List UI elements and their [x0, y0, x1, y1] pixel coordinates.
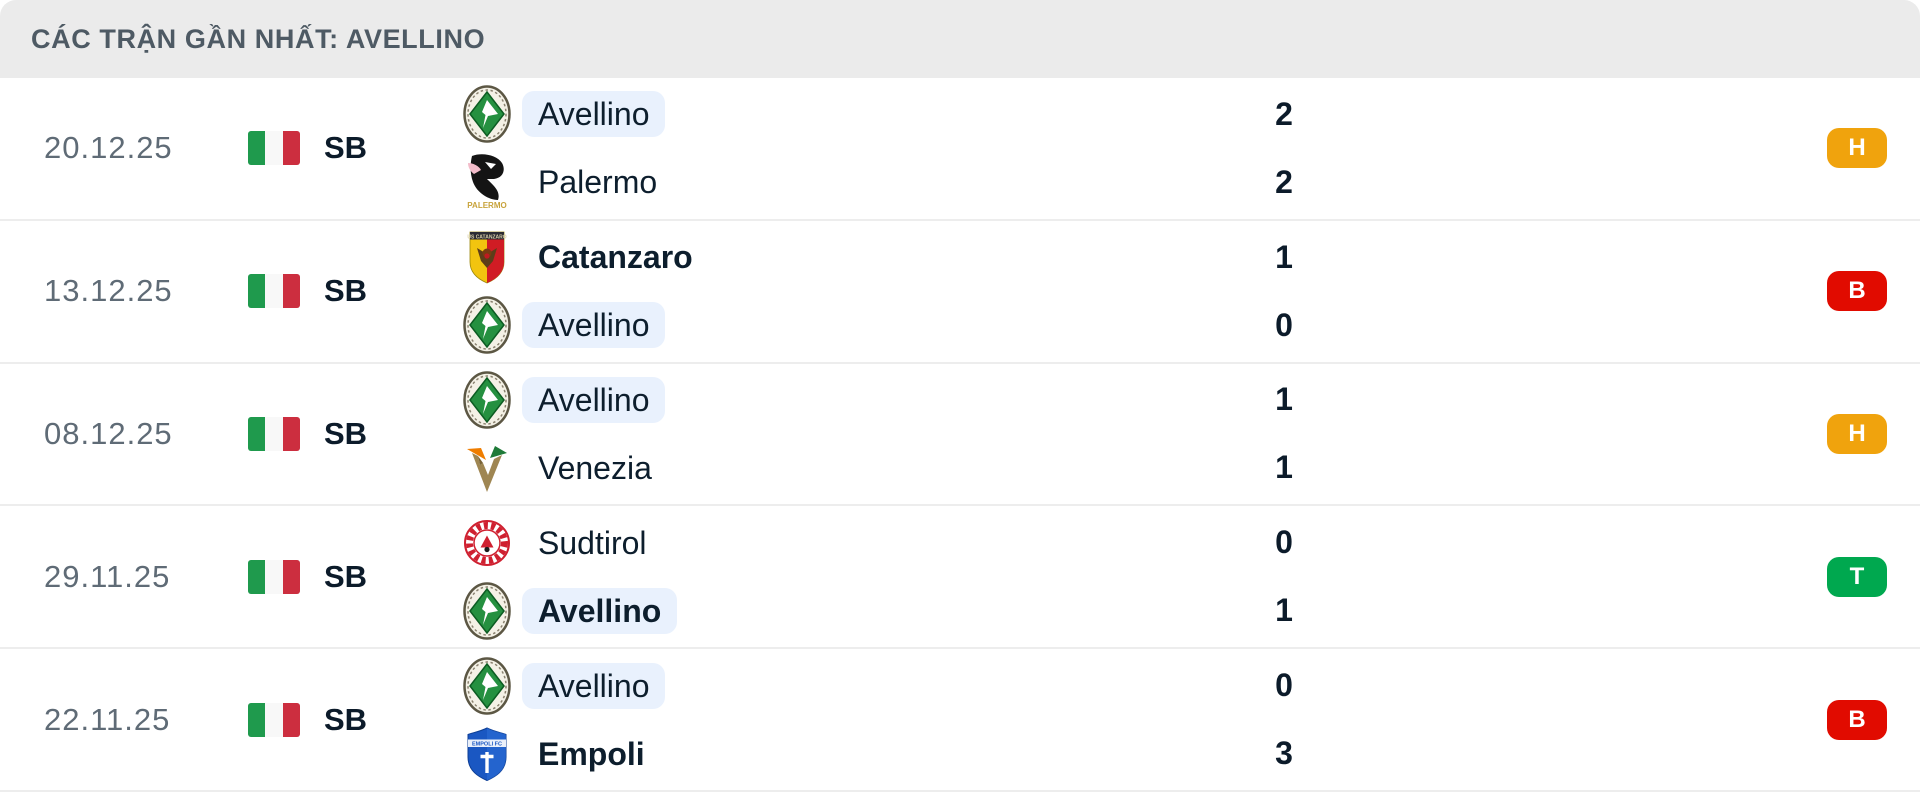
palermo-logo-icon: [462, 151, 512, 213]
league-cell: SB: [248, 559, 462, 595]
teams-cell: Catanzaro 1 Avellino 0: [462, 226, 1827, 356]
team-score: 2: [1275, 95, 1293, 132]
team-score: 1: [1275, 592, 1293, 629]
team-line-home: Avellino 0: [462, 655, 1827, 717]
match-date: 08.12.25: [44, 415, 173, 451]
team-line-away: Palermo 2: [462, 151, 1827, 213]
team-name: Avellino: [522, 376, 666, 423]
league-label: SB: [324, 415, 368, 451]
sudtirol-logo-icon: [462, 512, 512, 574]
widget-title: CÁC TRẬN GẦN NHẤT: AVELLINO: [31, 23, 486, 54]
avellino-logo-icon: [462, 83, 512, 145]
team-name: Catanzaro: [538, 239, 693, 276]
avellino-logo-icon: [462, 655, 512, 717]
team-score: 2: [1275, 163, 1293, 200]
team-name: Palermo: [538, 164, 658, 201]
avellino-logo-icon: [462, 580, 512, 642]
team-score: 1: [1275, 238, 1293, 275]
avellino-logo-icon: [462, 294, 512, 356]
team-score: 1: [1275, 449, 1293, 486]
result-badge-win[interactable]: T: [1827, 556, 1887, 597]
league-cell: SB: [248, 273, 462, 309]
match-date: 29.11.25: [44, 558, 171, 594]
league-cell: SB: [248, 130, 462, 166]
team-line-home: Catanzaro 1: [462, 226, 1827, 288]
italy-flag-icon: [248, 274, 300, 309]
italy-flag-icon: [248, 702, 300, 737]
venezia-logo-icon: [462, 437, 512, 499]
team-line-away: Venezia 1: [462, 437, 1827, 499]
league-label: SB: [324, 701, 368, 737]
team-score: 1: [1275, 381, 1293, 418]
team-line-away: Avellino 1: [462, 580, 1827, 642]
empoli-logo-icon: [462, 723, 512, 785]
teams-cell: Avellino 2 Palermo 2: [462, 83, 1827, 213]
match-date: 13.12.25: [44, 273, 173, 309]
team-name: Avellino: [522, 302, 666, 349]
match-row-4[interactable]: 29.11.25 SB Sudtirol 0 Avellino 1 T: [0, 506, 1920, 650]
team-name: Empoli: [538, 735, 645, 772]
avellino-logo-icon: [462, 369, 512, 431]
italy-flag-icon: [248, 559, 300, 594]
catanzaro-logo-icon: [462, 226, 512, 288]
league-label: SB: [324, 273, 368, 309]
team-score: 0: [1275, 306, 1293, 343]
team-name: Avellino: [522, 587, 678, 634]
league-cell: SB: [248, 416, 462, 452]
team-line-home: Avellino 2: [462, 83, 1827, 145]
result-badge-draw[interactable]: H: [1827, 413, 1887, 454]
result-badge-draw[interactable]: H: [1827, 128, 1887, 169]
teams-cell: Avellino 1 Venezia 1: [462, 369, 1827, 499]
team-score: 0: [1275, 524, 1293, 561]
team-name: Sudtirol: [538, 524, 647, 561]
result-badge-loss[interactable]: B: [1827, 271, 1887, 312]
league-cell: SB: [248, 702, 462, 738]
league-label: SB: [324, 130, 368, 166]
teams-cell: Avellino 0 Empoli 3: [462, 655, 1827, 785]
teams-cell: Sudtirol 0 Avellino 1: [462, 512, 1827, 642]
match-date: 20.12.25: [44, 130, 173, 166]
match-row-2[interactable]: 13.12.25 SB Catanzaro 1 Avellino 0 B: [0, 220, 1920, 364]
team-line-away: Avellino 0: [462, 294, 1827, 356]
team-name: Avellino: [522, 662, 666, 709]
team-line-away: Empoli 3: [462, 723, 1827, 785]
league-label: SB: [324, 558, 368, 594]
team-name: Venezia: [538, 449, 652, 486]
italy-flag-icon: [248, 131, 300, 166]
italy-flag-icon: [248, 416, 300, 451]
match-row-3[interactable]: 08.12.25 SB Avellino 1 Venezia 1 H: [0, 363, 1920, 507]
team-line-home: Avellino 1: [462, 369, 1827, 431]
widget-header: CÁC TRẬN GẦN NHẤT: AVELLINO: [0, 0, 1920, 78]
match-date: 22.11.25: [44, 701, 171, 737]
match-row-1[interactable]: 20.12.25 SB Avellino 2 Palermo 2 H: [0, 78, 1920, 221]
team-score: 3: [1275, 735, 1293, 772]
team-name: Avellino: [522, 91, 666, 138]
match-row-5[interactable]: 22.11.25 SB Avellino 0 Empoli 3 B: [0, 649, 1920, 792]
team-score: 0: [1275, 667, 1293, 704]
team-line-home: Sudtirol 0: [462, 512, 1827, 574]
result-badge-loss[interactable]: B: [1827, 699, 1887, 740]
